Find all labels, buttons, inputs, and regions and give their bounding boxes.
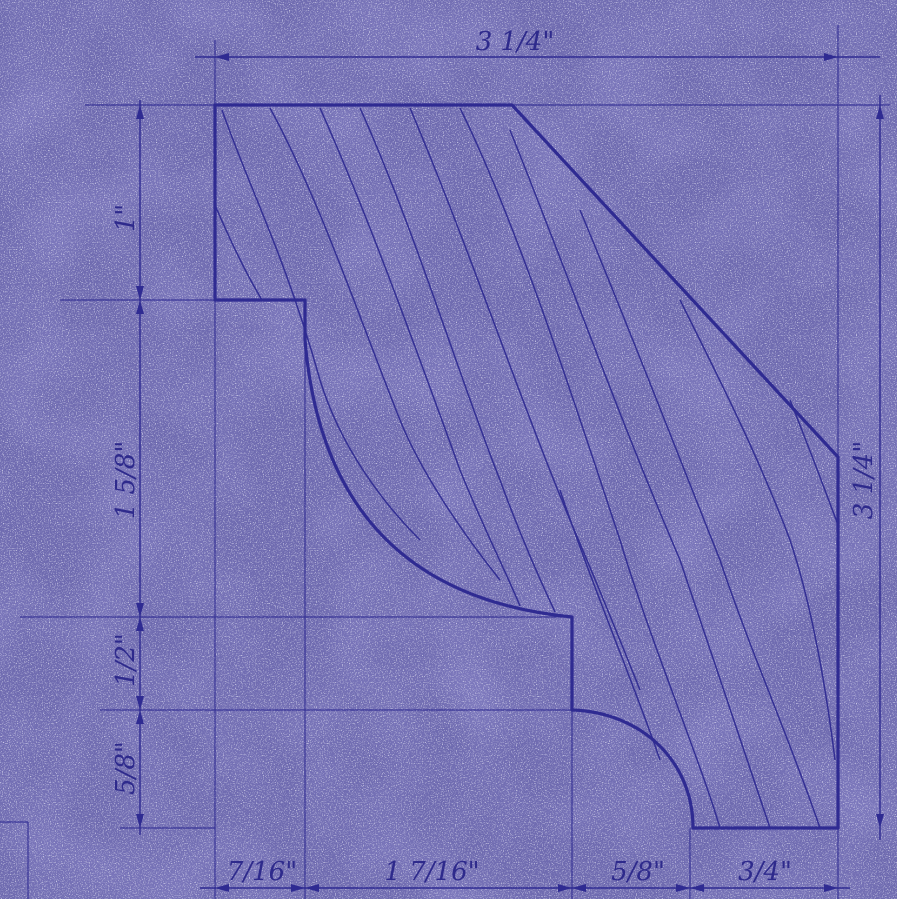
dimension-lines — [136, 53, 884, 892]
dim-bottom-2: 1 7/16" — [384, 857, 479, 887]
dim-bottom-3: 5/8" — [611, 857, 665, 887]
section-hatching — [214, 107, 839, 829]
dim-left-1: 1" — [111, 204, 141, 233]
construction-lines — [0, 25, 890, 899]
dim-right-height: 3 1/4" — [849, 441, 879, 520]
dim-bottom-4: 3/4" — [738, 857, 792, 887]
dim-left-2: 1 5/8" — [111, 441, 141, 520]
dim-left-3: 1/2" — [111, 633, 141, 687]
molding-profile-outline — [213, 103, 840, 830]
dim-bottom-1: 7/16" — [227, 857, 297, 887]
dim-left-4: 5/8" — [111, 741, 141, 795]
dim-top-width: 3 1/4" — [476, 27, 555, 57]
